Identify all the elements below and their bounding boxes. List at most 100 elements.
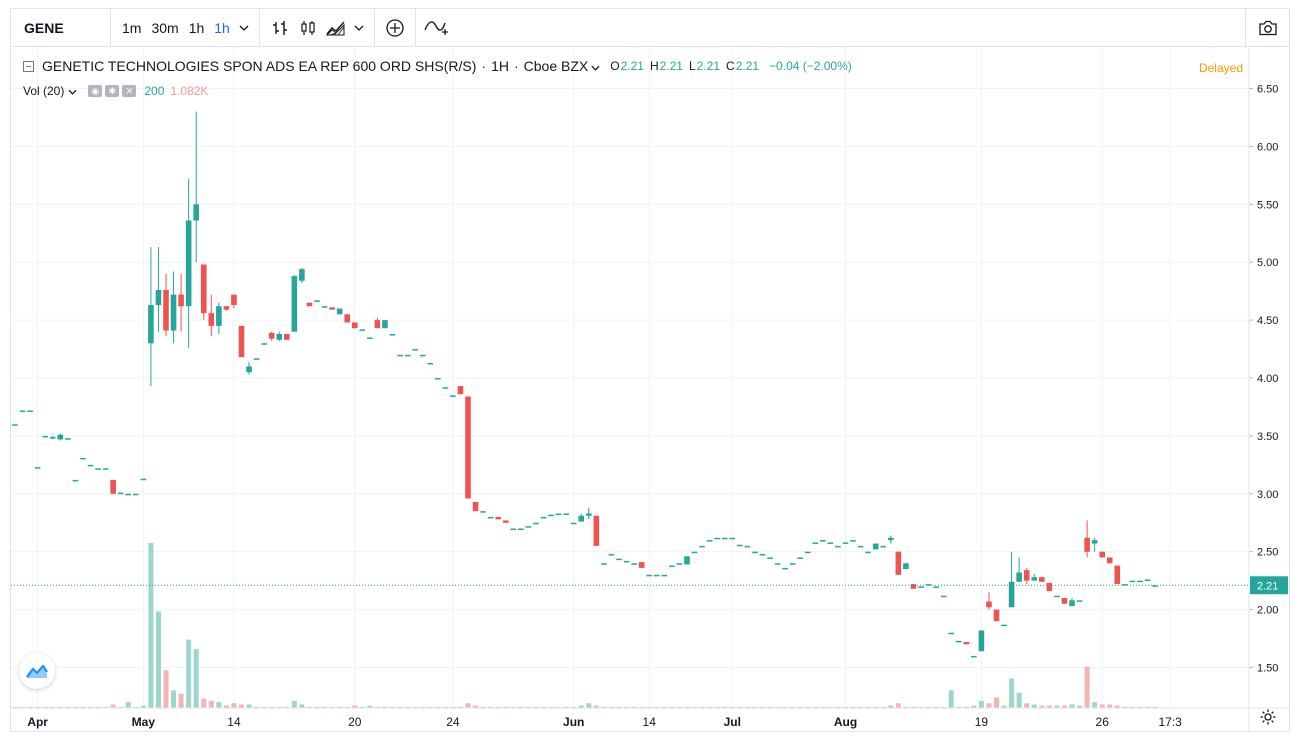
collapse-legend-icon[interactable] [23, 60, 34, 72]
close-icon[interactable]: ✕ [122, 85, 137, 97]
candle-body [253, 358, 260, 360]
candle-body [1152, 585, 1158, 587]
compare-group [375, 8, 416, 47]
candle-body [284, 334, 290, 340]
volume-bar [344, 706, 350, 708]
price-tick-label: 6.50 [1257, 84, 1278, 96]
volume-bar [299, 704, 305, 708]
candle-body [691, 551, 698, 554]
candle-body [276, 334, 283, 340]
chart-widget: GENE 1m 30m 1h 1h [10, 8, 1290, 732]
candle-body [827, 542, 834, 544]
time-tick-label: Jun [563, 715, 584, 729]
candle-body [744, 545, 751, 548]
candle-body [1061, 598, 1068, 604]
volume-bar [155, 611, 161, 708]
top-toolbar: GENE 1m 30m 1h 1h [11, 8, 1289, 47]
volume-bar [1039, 705, 1045, 708]
volume-bar [1145, 706, 1150, 708]
candle-body [1001, 624, 1007, 627]
candle-body [133, 493, 139, 496]
chart-area[interactable]: 2.21 6.50 6.00 5.50 5.00 4.50 4.00 3.50 3.00 2.5… [11, 48, 1289, 731]
volume-bar [533, 706, 539, 708]
candle-body [706, 540, 713, 542]
candle-body [12, 424, 18, 426]
candle-body [140, 478, 147, 481]
volume-bar [586, 703, 592, 708]
volume-bar [457, 706, 463, 708]
close-label: C [726, 59, 735, 73]
candle-body [49, 437, 56, 439]
price-tick-label: 5.50 [1257, 199, 1278, 211]
chevron-down-icon[interactable] [235, 22, 253, 34]
candle-body [593, 515, 600, 546]
volume-bar [1046, 705, 1052, 708]
time-tick-label: Jul [724, 715, 741, 729]
candle-body [110, 479, 116, 494]
chevron-down-icon[interactable] [591, 58, 600, 74]
interval-group: 1m 30m 1h 1h [111, 8, 260, 47]
volume-bar [1122, 706, 1128, 708]
eye-icon[interactable]: ◉ [88, 85, 103, 97]
candle-body [631, 563, 637, 565]
candle-body [155, 290, 162, 306]
price-chart[interactable]: 2.21 6.50 6.00 5.50 5.00 4.50 4.00 3.50 3.00 2.5… [11, 48, 1289, 731]
candle-body [72, 479, 79, 482]
volume-bar [495, 706, 501, 708]
candle-body [752, 551, 758, 554]
volume-bar [223, 705, 229, 708]
time-tick-label: 14 [227, 715, 241, 729]
indicators-group [416, 9, 456, 47]
price-tick-label: 1.50 [1257, 662, 1278, 674]
candle-body [336, 308, 343, 315]
compare-add-icon[interactable] [381, 14, 409, 42]
chevron-down-icon[interactable] [350, 22, 368, 34]
main-legend: GENETIC TECHNOLOGIES SPON ADS EA REP 600… [23, 58, 852, 74]
camera-icon[interactable] [1245, 9, 1289, 47]
candle-body [608, 554, 615, 556]
candle-body [231, 294, 237, 306]
candle-body [759, 554, 766, 556]
candle-body [374, 320, 381, 329]
tradingview-logo-icon[interactable] [19, 653, 55, 689]
volume-bar [1024, 703, 1030, 708]
candle-style-icon[interactable] [294, 14, 322, 42]
interval-1h[interactable]: 1h [188, 19, 205, 36]
candle-body [351, 322, 358, 329]
candle-body [170, 294, 177, 331]
price-tick-label: 6.00 [1257, 141, 1278, 153]
interval-1h-active[interactable]: 1h [214, 19, 230, 36]
volume-bar [948, 690, 954, 708]
area-style-icon[interactable] [322, 14, 350, 42]
series-exchange: Cboe BZX [523, 58, 589, 74]
candle-body [87, 464, 94, 467]
volume-bar [1099, 704, 1105, 708]
settings-icon[interactable]: ✱ [105, 85, 120, 97]
candle-body [95, 468, 101, 470]
candle-body [684, 556, 690, 565]
indicators-icon[interactable] [422, 14, 450, 42]
chevron-down-icon[interactable] [68, 84, 77, 98]
settings-gear-icon[interactable] [1251, 704, 1285, 730]
volume-bar [903, 706, 909, 708]
volume-bar [971, 705, 977, 708]
volume-legend: Vol (20) ◉ ✱ ✕ 200 1.082K [23, 84, 208, 98]
volume-bar [518, 706, 524, 708]
candle-body [223, 306, 230, 310]
candle-body [729, 537, 736, 540]
volume-bar [473, 705, 479, 708]
symbol-search[interactable]: GENE [11, 8, 111, 47]
candle-body [344, 314, 350, 323]
volume-bar [994, 697, 999, 708]
candle-body [329, 307, 335, 310]
candle-body [646, 574, 652, 577]
candle-body [238, 325, 245, 358]
volume-bar [239, 704, 244, 708]
bar-style-icon[interactable] [266, 14, 294, 42]
candle-body [721, 537, 728, 540]
interval-30m[interactable]: 30m [151, 19, 179, 36]
candle-body [842, 542, 849, 544]
candle-body [978, 630, 985, 652]
interval-1m[interactable]: 1m [122, 19, 142, 36]
candle-body [797, 557, 803, 559]
